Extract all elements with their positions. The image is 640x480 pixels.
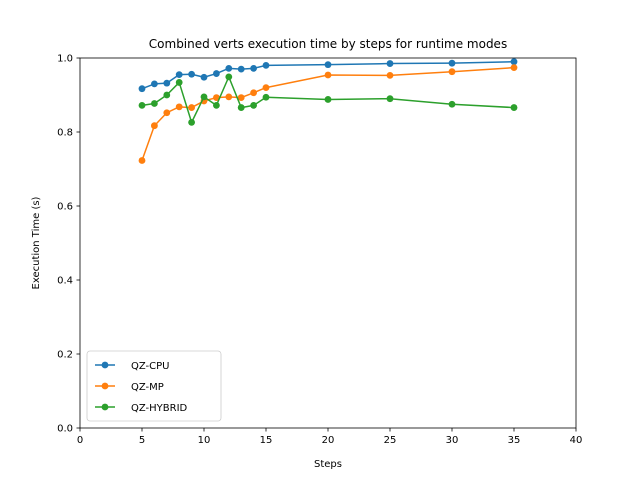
legend-marker xyxy=(101,403,109,411)
x-tick-label: 5 xyxy=(139,435,145,446)
series-qz-hybrid xyxy=(138,73,518,126)
series-qz-cpu xyxy=(138,58,518,93)
legend-label: QZ-HYBRID xyxy=(131,403,188,414)
x-tick-label: 15 xyxy=(260,435,273,446)
series-layer xyxy=(138,58,518,164)
data-point xyxy=(175,103,183,111)
data-point xyxy=(448,59,456,67)
data-point xyxy=(213,94,220,101)
data-point xyxy=(324,96,332,103)
data-point xyxy=(151,80,158,88)
x-tick-label: 25 xyxy=(384,435,397,446)
data-point xyxy=(237,94,245,101)
chart-title: Combined verts execution time by steps f… xyxy=(149,37,507,51)
x-tick-label: 0 xyxy=(77,435,83,446)
data-point xyxy=(510,58,518,66)
data-point xyxy=(324,71,332,79)
legend-box xyxy=(86,350,222,422)
legend-marker xyxy=(101,361,109,369)
data-point xyxy=(151,100,158,107)
data-point xyxy=(175,71,183,79)
y-tick-label: 0.2 xyxy=(57,350,73,361)
x-axis-label: Steps xyxy=(314,459,342,470)
y-tick-label: 1.0 xyxy=(57,54,73,65)
data-point xyxy=(225,73,233,81)
legend-marker xyxy=(101,382,109,390)
data-point xyxy=(510,104,518,111)
data-point xyxy=(262,93,270,101)
legend-label: QZ-CPU xyxy=(131,361,170,372)
data-point xyxy=(188,104,196,111)
y-axis-label: Execution Time (s) xyxy=(31,196,42,289)
data-point xyxy=(188,70,196,78)
data-point xyxy=(163,79,171,87)
x-tick-label: 20 xyxy=(322,435,335,446)
x-tick-label: 10 xyxy=(198,435,211,446)
data-point xyxy=(250,89,257,97)
data-point xyxy=(262,62,270,69)
data-point xyxy=(250,101,257,109)
data-point xyxy=(448,100,456,108)
data-point xyxy=(151,122,158,130)
data-point xyxy=(448,68,456,76)
data-point xyxy=(163,91,171,99)
data-point xyxy=(175,79,183,86)
data-point xyxy=(386,71,394,79)
data-point xyxy=(213,70,220,77)
data-point xyxy=(250,64,257,72)
y-tick-label: 0.0 xyxy=(57,424,73,435)
data-point xyxy=(237,104,245,111)
data-point xyxy=(200,73,208,81)
data-point xyxy=(200,93,208,101)
y-axis: 0.0 0.2 0.4 0.6 0.8 1.0 xyxy=(57,54,80,435)
y-tick-label: 0.6 xyxy=(57,202,73,213)
data-point xyxy=(386,60,394,67)
x-tick-label: 35 xyxy=(508,435,521,446)
x-tick-label: 30 xyxy=(446,435,459,446)
y-tick-label: 0.8 xyxy=(57,128,73,139)
data-point xyxy=(138,157,146,164)
data-point xyxy=(510,64,518,72)
data-point xyxy=(138,85,146,93)
data-point xyxy=(386,95,394,103)
data-point xyxy=(213,101,220,109)
data-point xyxy=(225,64,233,72)
data-point xyxy=(237,65,245,73)
y-tick-label: 0.4 xyxy=(57,276,73,287)
data-point xyxy=(324,61,332,69)
data-point xyxy=(262,84,270,91)
data-point xyxy=(188,118,196,126)
data-point xyxy=(225,93,233,101)
x-axis: 0 5 10 15 20 25 30 35 40 xyxy=(77,428,583,446)
data-point xyxy=(163,109,171,117)
legend-label: QZ-MP xyxy=(131,382,164,393)
data-point xyxy=(138,101,146,109)
legend: QZ-CPU QZ-MP QZ-HYBRID xyxy=(86,350,222,422)
x-tick-label: 40 xyxy=(570,435,583,446)
